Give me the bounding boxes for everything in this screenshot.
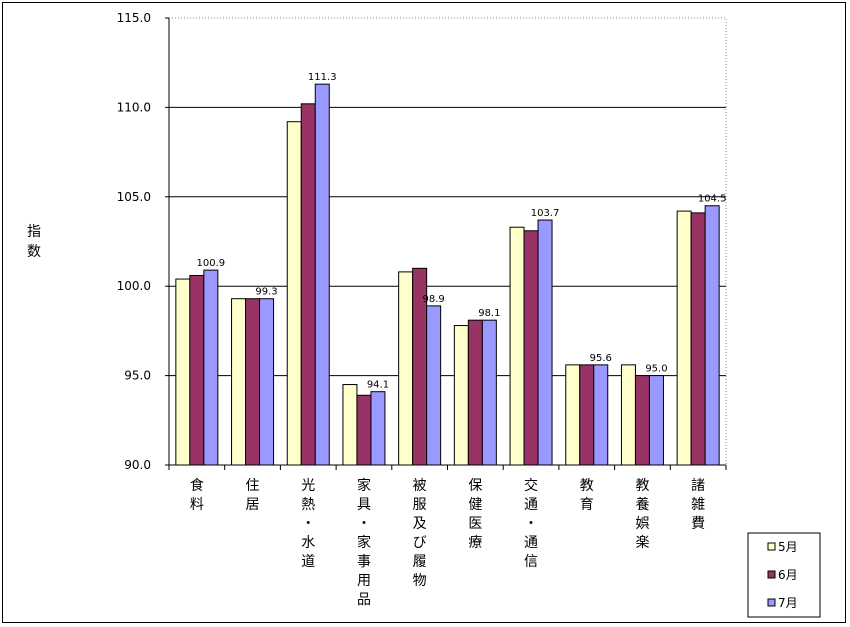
bar-3: [593, 364, 609, 466]
bar-2: [300, 103, 316, 466]
x-category-label: 食料: [190, 477, 204, 513]
y-tick-label: 95.0: [124, 369, 151, 383]
bar-1: [676, 210, 692, 466]
data-label: 95.0: [645, 364, 667, 375]
bar-1: [398, 271, 414, 466]
bar-1: [231, 298, 247, 466]
y-tick-label: 115.0: [117, 11, 151, 25]
legend-swatch: [767, 570, 776, 579]
y-tick-label: 90.0: [124, 458, 151, 472]
bar-2: [356, 394, 372, 466]
legend-box: [747, 532, 821, 618]
legend-swatch: [767, 598, 776, 607]
x-category-label: 諸雑費: [691, 478, 705, 532]
bar-3: [481, 319, 497, 466]
data-label: 99.3: [255, 287, 277, 298]
bar-1: [342, 384, 358, 466]
x-category-label: 教養娯楽: [635, 478, 649, 551]
legend-swatch: [767, 542, 776, 551]
bar-3: [259, 298, 275, 466]
bar-2: [245, 298, 261, 466]
data-label: 95.6: [590, 353, 612, 364]
data-label: 98.9: [423, 294, 445, 305]
bar-3: [704, 205, 720, 466]
y-axis-label: 指数: [27, 224, 41, 260]
x-category-label: 教育: [580, 478, 594, 513]
x-category-label: 光熱・水道: [301, 478, 315, 570]
data-label: 98.1: [478, 308, 500, 319]
bar-2: [189, 274, 205, 466]
x-category-label: 住居: [246, 478, 260, 513]
data-label: 104.5: [698, 194, 727, 205]
bar-1: [286, 121, 302, 466]
x-category-label: 被服及び履物: [413, 478, 427, 589]
bar-2: [579, 364, 595, 466]
legend-label: 5月: [778, 540, 798, 554]
y-tick-label: 110.0: [117, 100, 151, 114]
bar-1: [509, 226, 525, 466]
bar-3: [203, 269, 219, 466]
y-tick-label: 105.0: [117, 190, 151, 204]
bar-3: [537, 219, 553, 466]
data-label: 94.1: [367, 380, 389, 391]
bar-3: [370, 391, 386, 466]
x-category-label: 交通・通信: [524, 477, 538, 570]
bar-1: [175, 278, 191, 466]
data-label: 111.3: [308, 72, 337, 83]
bar-3: [426, 305, 442, 466]
bar-2: [634, 375, 650, 466]
data-label: 100.9: [197, 258, 226, 269]
bar-3: [648, 375, 664, 466]
legend-label: 7月: [778, 596, 798, 610]
bar-1: [620, 364, 636, 466]
x-category-label: 保健医療: [468, 478, 482, 551]
bar-1: [565, 364, 581, 466]
bar-1: [453, 325, 469, 466]
bar-3: [314, 83, 330, 466]
y-tick-label: 100.0: [117, 279, 151, 293]
data-label: 103.7: [531, 208, 560, 219]
x-category-label: 家具・家事用品: [357, 477, 371, 608]
bar-2: [690, 212, 706, 466]
bar-2: [467, 319, 483, 466]
legend-label: 6月: [778, 568, 798, 582]
bar-2: [523, 230, 539, 466]
